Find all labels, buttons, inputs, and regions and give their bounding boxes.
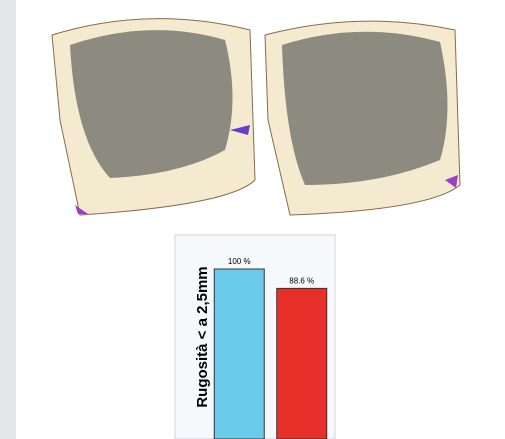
value-label: 100 %: [228, 257, 251, 266]
screenshot: Rugosità < a 2,5mm 100 % 88.6 %: [0, 0, 505, 439]
value-label: 88.6 %: [289, 276, 314, 285]
bar: [214, 269, 264, 439]
y-axis-label: Rugosità < a 2,5mm: [194, 266, 211, 407]
surface-image-right: [265, 21, 460, 215]
page: {"chart_data": {"type": "bar", "ylabel":…: [0, 0, 505, 439]
surface-image-left: [52, 19, 255, 215]
left-strip: [0, 0, 16, 439]
bar: [277, 288, 327, 439]
